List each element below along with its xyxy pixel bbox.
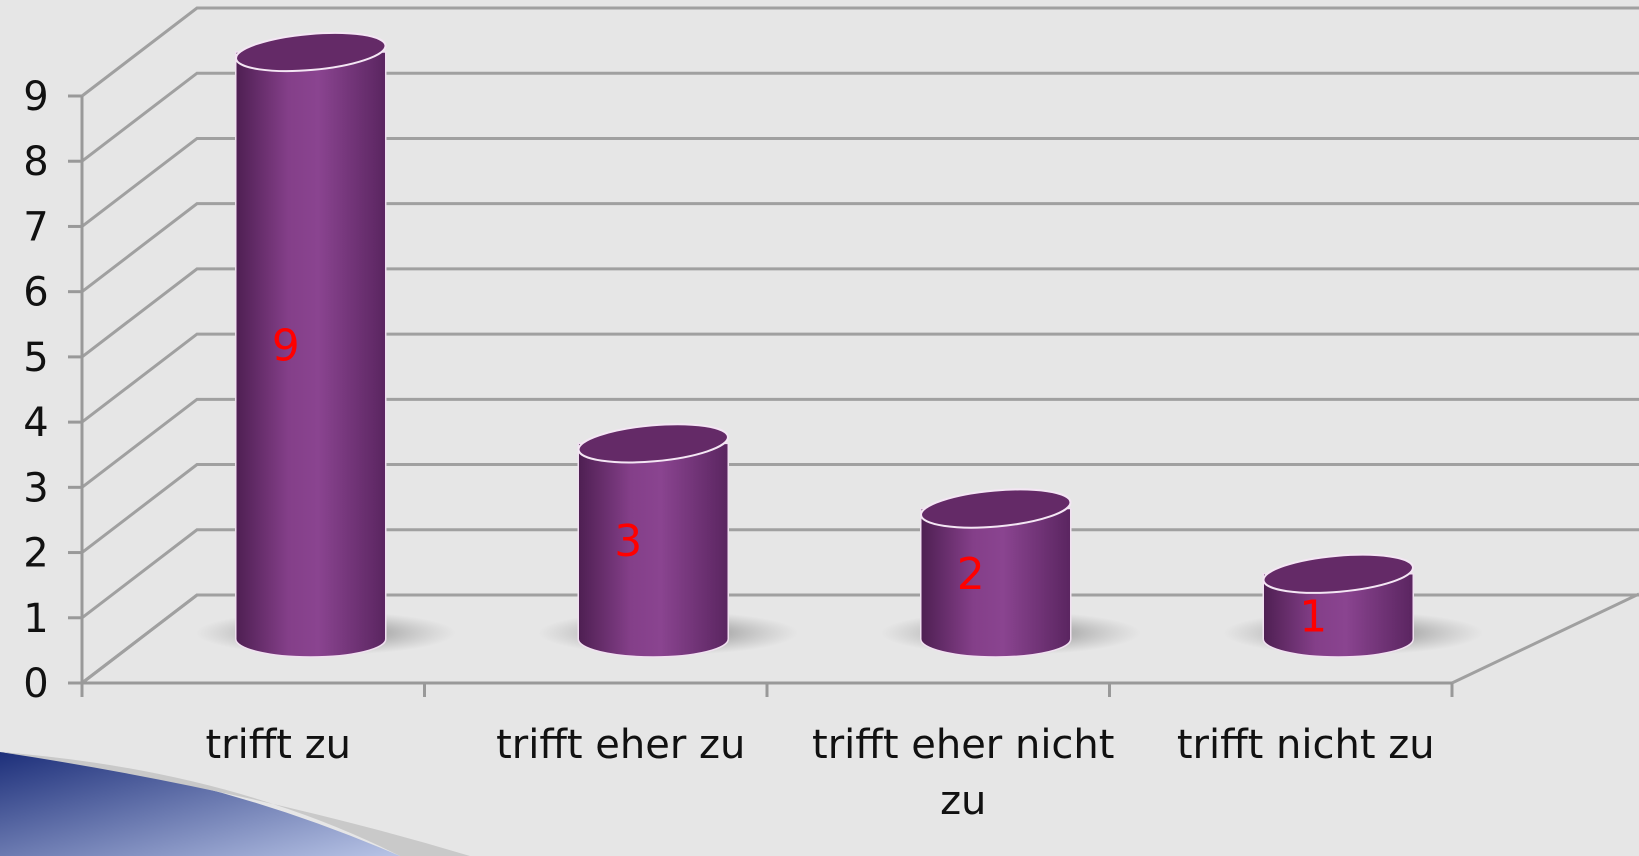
y-tick-label: 2 [23,531,48,577]
grid-line [81,397,1639,489]
bar-top [235,31,387,73]
bar-top [1262,553,1414,594]
x-tick-label: trifft nicht zu [1176,722,1435,768]
y-tick-label: 5 [23,335,48,381]
y-tick-label: 8 [23,139,48,185]
y-tick-label: 1 [23,596,48,642]
bar [1262,553,1414,658]
grid-line [81,6,1639,98]
y-tick-label: 9 [23,74,48,120]
grid-line [81,463,1639,554]
x-tick-label: trifft zu [205,722,352,768]
grid-line [81,332,1639,424]
marks: 9 3 2 1 [195,31,1484,658]
grid-line [81,136,1639,228]
bar-top [577,423,729,464]
data-label: 2 [957,549,985,600]
grid: 0 1 2 3 4 5 6 7 8 9 [23,6,1639,707]
bar [577,423,729,658]
decoration-highlight [0,752,470,856]
bar-body [235,51,387,658]
decoration [0,752,400,856]
grid-line [81,528,1639,619]
bar [920,488,1072,658]
grid-line [81,202,1639,293]
grid-line [81,593,1639,685]
bar-top [920,488,1072,529]
y-tick-label: 6 [23,270,48,316]
x-tick-label: trifft eher zu [496,722,746,768]
data-label: 9 [272,321,300,372]
y-tick-label: 4 [23,400,48,446]
grid-line [81,267,1639,359]
y-tick-label: 3 [23,465,48,511]
y-tick-label: 0 [23,661,48,707]
bar-body [920,507,1072,658]
bar-body [577,442,729,658]
y-tick-label: 7 [23,204,48,250]
data-label: 1 [1299,591,1327,642]
grid-line [81,71,1639,163]
x-tick-label: trifft eher nicht zu [812,722,1115,824]
bar [235,31,387,658]
data-label: 3 [614,516,642,567]
bar-body [1262,573,1414,658]
